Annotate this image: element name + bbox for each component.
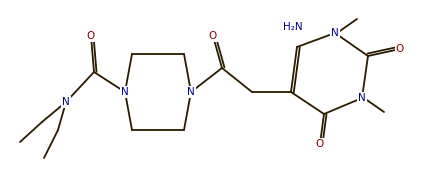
- Text: N: N: [187, 87, 194, 97]
- Text: O: O: [209, 31, 217, 41]
- Text: O: O: [87, 31, 95, 41]
- Text: N: N: [121, 87, 129, 97]
- Text: N: N: [62, 97, 70, 107]
- Text: N: N: [357, 93, 365, 103]
- Text: O: O: [395, 44, 403, 54]
- Text: H₂N: H₂N: [283, 22, 302, 32]
- Text: O: O: [315, 139, 323, 149]
- Text: N: N: [330, 28, 338, 38]
